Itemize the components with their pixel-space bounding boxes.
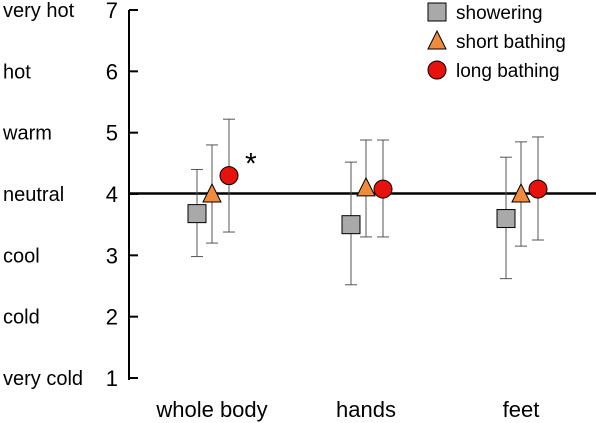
y-tick-label: 5 <box>106 121 118 146</box>
data-point-triangle <box>202 182 222 203</box>
data-markers <box>187 166 548 235</box>
y-descriptor-label: very hot <box>3 0 75 22</box>
y-tick-label: 7 <box>106 0 118 23</box>
legend-marker-triangle <box>427 29 447 50</box>
legend-label: showering <box>456 3 543 24</box>
data-point-circle <box>528 179 548 199</box>
y-descriptor-label: very cold <box>3 368 83 390</box>
y-tick-label: 1 <box>106 366 118 391</box>
x-category-label: feet <box>503 397 540 422</box>
y-descriptor-label: neutral <box>3 184 64 206</box>
legend-marker-square <box>427 2 447 22</box>
data-point-square <box>187 204 207 224</box>
annotations: * <box>245 148 257 181</box>
y-tick-label: 4 <box>106 182 118 207</box>
error-bars <box>191 118 544 286</box>
y-descriptor-label: cold <box>3 307 40 329</box>
legend: showering short bathing long bathing <box>427 2 566 82</box>
legend-label: long bathing <box>456 61 560 82</box>
x-category-label: whole body <box>155 397 267 422</box>
y-tick-label: 2 <box>106 305 118 330</box>
significance-asterisk: * <box>245 148 257 181</box>
legend-marker-circle <box>427 60 447 80</box>
y-ticks: 1 very cold 2 cold 3 cool 4 neutral 5 warm 6 hot 7 ve… <box>2 0 138 391</box>
data-point-circle <box>373 179 393 199</box>
y-descriptor-label: hot <box>3 61 31 83</box>
data-point-triangle <box>356 176 376 197</box>
legend-label: short bathing <box>456 32 566 53</box>
y-tick-label: 3 <box>106 243 118 268</box>
data-point-triangle <box>511 182 531 203</box>
x-category-label: hands <box>336 397 396 422</box>
y-descriptor-label: cool <box>3 245 40 267</box>
data-point-square <box>341 215 361 235</box>
y-tick-label: 6 <box>106 59 118 84</box>
y-descriptor-label: warm <box>2 123 52 145</box>
data-point-square <box>496 209 516 229</box>
data-point-circle <box>219 166 239 186</box>
x-category-labels: whole body hands feet <box>155 397 539 422</box>
